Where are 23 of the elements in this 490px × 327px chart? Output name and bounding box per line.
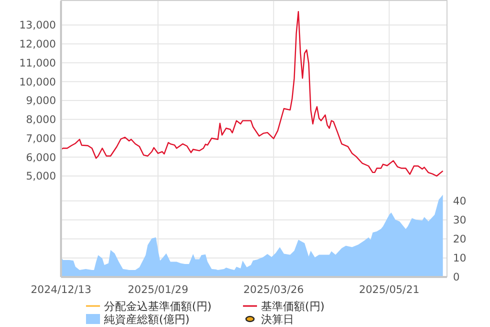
y2-tick-label: 10	[453, 252, 466, 265]
y-tick-label: 5,000	[26, 170, 56, 183]
x-tick-label: 2025/05/21	[358, 284, 420, 296]
y-tick-label: 13,000	[19, 20, 56, 32]
y2-tick-label: 30	[453, 214, 466, 227]
legend-label: 分配金込基準価額(円)	[104, 300, 212, 313]
y-tick-label: 11,000	[19, 57, 56, 70]
y-tick-label: 10,000	[19, 76, 56, 88]
y-tick-label: 12,000	[19, 38, 56, 51]
y-tick-label: 7,000	[26, 132, 56, 145]
y2-tick-label: 20	[453, 234, 466, 246]
legend-label: 基準価額(円)	[261, 300, 325, 313]
legend-label: 決算日	[261, 312, 294, 326]
line-series	[60, 10, 444, 177]
y-tick-label: 9,000	[26, 95, 56, 108]
x-tick-label: 2025/03/26	[243, 284, 304, 296]
legend-label: 純資産総額(億円)	[104, 312, 190, 326]
y2-tick-label: 40	[453, 196, 466, 208]
y-tick-label: 6,000	[26, 152, 56, 164]
x-tick-label: 2024/12/13	[30, 284, 92, 296]
y-tick-label: 8,000	[26, 114, 56, 126]
y2-tick-label: 0	[453, 272, 460, 284]
x-tick-label: 2025/01/29	[128, 284, 188, 296]
